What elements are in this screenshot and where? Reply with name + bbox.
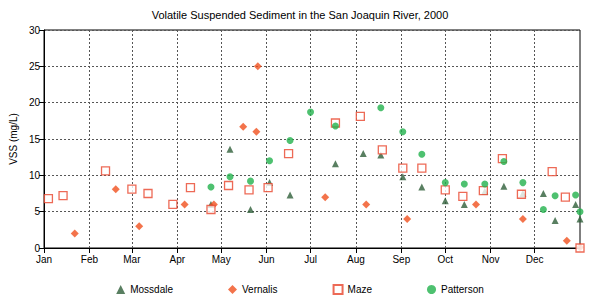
svg-text:25: 25	[29, 61, 41, 72]
svg-text:VSS (mg/L): VSS (mg/L)	[8, 113, 19, 165]
svg-text:Vernalis: Vernalis	[242, 284, 278, 295]
svg-text:Maze: Maze	[348, 284, 373, 295]
svg-text:Oct: Oct	[437, 254, 453, 265]
svg-text:30: 30	[29, 25, 41, 36]
svg-text:5: 5	[34, 206, 40, 217]
svg-text:Volatile Suspended Sediment in: Volatile Suspended Sediment in the San J…	[152, 9, 449, 21]
svg-text:Jan: Jan	[36, 254, 52, 265]
svg-text:Dec: Dec	[526, 254, 544, 265]
svg-text:Jun: Jun	[259, 254, 275, 265]
svg-text:20: 20	[29, 97, 41, 108]
svg-text:0: 0	[34, 243, 40, 254]
svg-text:Feb: Feb	[81, 254, 99, 265]
svg-text:Sep: Sep	[392, 254, 410, 265]
svg-text:May: May	[212, 254, 231, 265]
svg-text:Mar: Mar	[123, 254, 141, 265]
svg-text:Aug: Aug	[347, 254, 365, 265]
svg-text:Jul: Jul	[304, 254, 317, 265]
svg-text:Mossdale: Mossdale	[130, 284, 173, 295]
svg-text:10: 10	[29, 170, 41, 181]
svg-text:Nov: Nov	[482, 254, 500, 265]
svg-text:Apr: Apr	[170, 254, 186, 265]
svg-text:15: 15	[29, 134, 41, 145]
svg-text:Patterson: Patterson	[441, 284, 484, 295]
